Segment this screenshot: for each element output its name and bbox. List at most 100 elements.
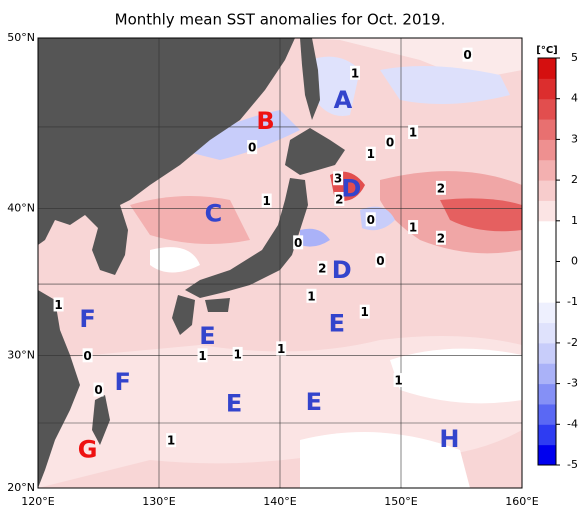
colorbar-segment <box>538 261 556 283</box>
colorbar-segment <box>538 363 556 385</box>
region-label: F <box>79 305 95 333</box>
colorbar-tick-label: -4 <box>567 417 578 430</box>
contour-label-bg <box>393 373 404 388</box>
region-label: A <box>334 86 353 114</box>
colorbar-segment <box>538 424 556 446</box>
contour-label-bg <box>247 140 258 155</box>
contour-label: 0 <box>367 213 375 227</box>
contour-label: 1 <box>409 221 417 235</box>
contour-label: 0 <box>83 349 91 363</box>
contour-label: 0 <box>94 383 102 397</box>
colorbar-tick-label: -5 <box>567 458 578 471</box>
colorbar-tick-label: 4 <box>571 92 578 105</box>
colorbar-tick-label: 1 <box>571 214 578 227</box>
contour-label-bg <box>261 193 272 208</box>
anomaly-patch <box>380 66 510 104</box>
colorbar-segment <box>538 241 556 262</box>
lon-tick-label: 140°E <box>263 495 296 508</box>
anomaly-patch <box>150 247 200 273</box>
colorbar-tick-label: 2 <box>571 173 578 186</box>
lat-tick-label: 40°N <box>7 201 35 214</box>
contour-label-bg <box>375 253 386 268</box>
land <box>92 395 110 445</box>
contour-label-bg <box>197 348 208 363</box>
region-label: H <box>439 425 459 453</box>
lat-tick-label: 50°N <box>7 31 35 44</box>
anomaly-patch <box>300 432 470 488</box>
contour-label: 3 <box>334 172 342 186</box>
land <box>300 38 320 120</box>
contour-label-bg <box>93 382 104 397</box>
region-label: D <box>341 174 361 202</box>
contour-label: 2 <box>335 192 343 206</box>
colorbar-tick-label: 0 <box>571 255 578 268</box>
land <box>185 178 308 298</box>
land <box>205 298 230 312</box>
lat-tick-label: 20°N <box>7 481 35 494</box>
contour-label-bg <box>350 65 361 80</box>
map-frame <box>37 37 523 489</box>
colorbar-tick-label: -1 <box>567 295 578 308</box>
contour-label-bg <box>462 47 473 62</box>
region-label: E <box>226 389 242 417</box>
title: Monthly mean SST anomalies for Oct. 2019… <box>115 11 446 29</box>
anomaly-patch <box>180 110 300 160</box>
region-label: G <box>78 436 98 464</box>
contour-label-bg <box>166 433 177 448</box>
contour-label-bg <box>385 135 396 150</box>
lon-tick-label: 150°E <box>384 495 417 508</box>
contour-label-bg <box>53 297 64 312</box>
contour-label-bg <box>293 235 304 250</box>
colorbar-segment <box>538 281 556 303</box>
colorbar-segment <box>538 342 556 364</box>
contour-label: 1 <box>277 342 285 356</box>
colorbar-segment <box>538 159 556 181</box>
contour-label-bg <box>435 230 446 245</box>
contour-label-bg <box>276 341 287 356</box>
contour-label-bg <box>365 146 376 161</box>
contour-label: 1 <box>263 194 271 208</box>
contour-label: 2 <box>437 181 445 195</box>
contour-label: 1 <box>167 434 175 448</box>
colorbar-segment <box>538 98 556 120</box>
contour-label: 2 <box>437 231 445 245</box>
colorbar-tick-label: 5 <box>571 51 578 64</box>
anomaly-patch <box>310 56 360 116</box>
colorbar-segment <box>538 444 556 466</box>
colorbar-tick-label: 3 <box>571 132 578 145</box>
anomaly-patch <box>390 348 522 404</box>
contour-label: 1 <box>409 126 417 140</box>
contour-label-bg <box>306 288 317 303</box>
region-label: E <box>329 309 345 337</box>
contour-label: 0 <box>294 236 302 250</box>
colorbar-tick-label: -2 <box>567 336 578 349</box>
lat-tick-label: 30°N <box>7 348 35 361</box>
contour-label: 1 <box>367 147 375 161</box>
contour-label-bg <box>232 346 243 361</box>
lon-tick-label: 160°E <box>505 495 538 508</box>
land <box>38 290 80 488</box>
region-label: E <box>306 388 322 416</box>
colorbar-segment <box>538 200 556 222</box>
contour-label: 1 <box>198 349 206 363</box>
contour-label-bg <box>333 171 344 186</box>
contour-label: 0 <box>386 136 394 150</box>
contour-label: 1 <box>351 66 359 80</box>
contour-label-bg <box>82 348 93 363</box>
anomaly-patch <box>130 196 250 244</box>
colorbar-segment <box>538 58 556 79</box>
land <box>38 38 295 275</box>
contour-label: 0 <box>376 254 384 268</box>
colorbar-tick-label: -3 <box>567 377 578 390</box>
contour-label: 1 <box>54 298 62 312</box>
region-label: F <box>114 368 130 396</box>
contour-label-bg <box>408 220 419 235</box>
contour-label-bg <box>408 125 419 140</box>
land <box>172 295 195 335</box>
contour-label: 0 <box>463 48 471 62</box>
colorbar-segment <box>538 119 556 140</box>
region-label: E <box>199 322 215 350</box>
colorbar-segment <box>538 139 556 161</box>
contour-label: 1 <box>307 289 315 303</box>
